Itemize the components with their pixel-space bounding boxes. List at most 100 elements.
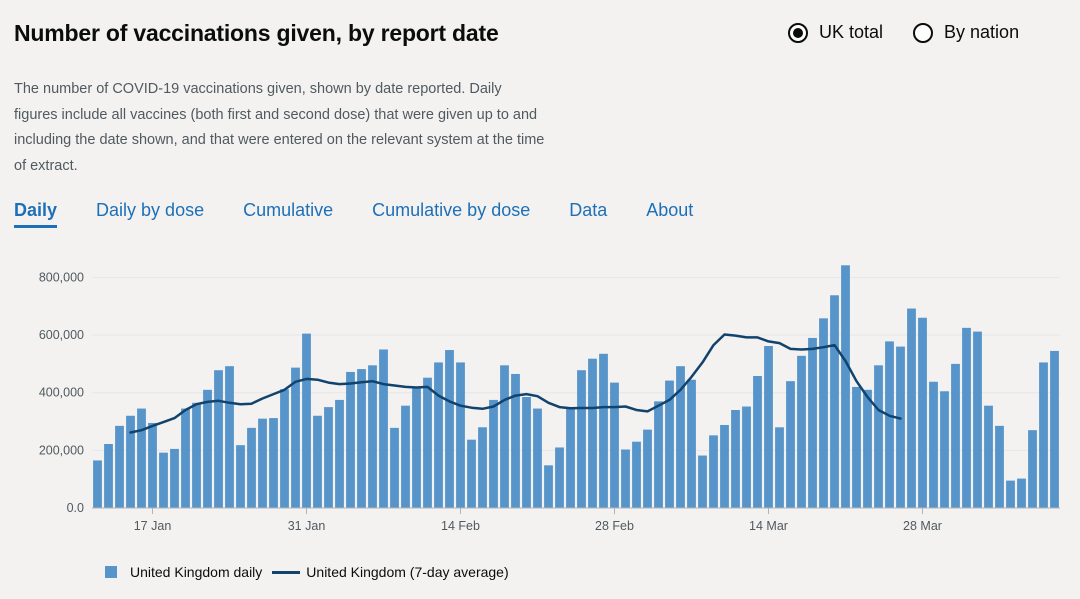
bar[interactable]: [819, 318, 828, 508]
bar[interactable]: [192, 402, 201, 508]
x-tick-label: 28 Feb: [595, 519, 634, 533]
bar[interactable]: [577, 370, 586, 508]
bar[interactable]: [1028, 430, 1037, 508]
bar[interactable]: [786, 381, 795, 508]
bar[interactable]: [874, 365, 883, 508]
bar[interactable]: [775, 427, 784, 508]
bar[interactable]: [368, 365, 377, 508]
bar[interactable]: [1017, 478, 1026, 508]
bar[interactable]: [808, 337, 817, 508]
bar[interactable]: [280, 389, 289, 508]
bar[interactable]: [896, 346, 905, 508]
bar[interactable]: [390, 427, 399, 508]
bar[interactable]: [852, 386, 861, 508]
bar[interactable]: [500, 365, 509, 508]
bar[interactable]: [489, 399, 498, 508]
view-selector: UK total By nation: [788, 22, 1019, 43]
bar[interactable]: [137, 408, 146, 508]
radio-uk-total[interactable]: UK total: [788, 22, 883, 43]
bar[interactable]: [291, 367, 300, 508]
bar[interactable]: [698, 455, 707, 508]
bar[interactable]: [159, 452, 168, 508]
bar[interactable]: [643, 429, 652, 508]
bar[interactable]: [951, 363, 960, 508]
bar[interactable]: [764, 346, 773, 508]
bar[interactable]: [797, 355, 806, 508]
bar[interactable]: [115, 425, 124, 508]
bar[interactable]: [621, 449, 630, 508]
bar[interactable]: [962, 327, 971, 508]
bar[interactable]: [126, 415, 135, 508]
bar[interactable]: [225, 366, 234, 508]
bar[interactable]: [423, 377, 432, 508]
bar[interactable]: [940, 391, 949, 508]
bar[interactable]: [676, 366, 685, 508]
bar[interactable]: [841, 265, 850, 508]
bar[interactable]: [401, 405, 410, 508]
bar[interactable]: [830, 295, 839, 508]
bar[interactable]: [1039, 362, 1048, 508]
bar[interactable]: [753, 375, 762, 508]
bar[interactable]: [1006, 480, 1015, 508]
bar[interactable]: [214, 370, 223, 508]
bar[interactable]: [467, 439, 476, 508]
bar[interactable]: [566, 407, 575, 508]
bar[interactable]: [687, 379, 696, 508]
bar[interactable]: [929, 381, 938, 508]
bar[interactable]: [203, 389, 212, 508]
tab-daily-by-dose[interactable]: Daily by dose: [96, 200, 205, 220]
legend-daily-label: United Kingdom daily: [130, 564, 263, 580]
bar[interactable]: [181, 408, 190, 508]
radio-by-nation[interactable]: By nation: [913, 22, 1019, 43]
tab-cumulative[interactable]: Cumulative: [243, 200, 334, 220]
bar[interactable]: [258, 418, 267, 508]
bar[interactable]: [247, 427, 256, 508]
bar[interactable]: [93, 460, 102, 508]
bar[interactable]: [335, 399, 344, 508]
bar[interactable]: [170, 448, 179, 508]
bar[interactable]: [302, 333, 311, 508]
bar[interactable]: [632, 441, 641, 508]
bar[interactable]: [599, 353, 608, 508]
bar[interactable]: [313, 415, 322, 508]
bar[interactable]: [434, 362, 443, 508]
bar[interactable]: [412, 388, 421, 508]
bar[interactable]: [654, 401, 663, 508]
bar[interactable]: [357, 369, 366, 508]
bar[interactable]: [379, 349, 388, 508]
bar[interactable]: [324, 407, 333, 508]
bar[interactable]: [995, 425, 1004, 508]
bar[interactable]: [885, 341, 894, 508]
bar[interactable]: [511, 373, 520, 508]
bar[interactable]: [863, 389, 872, 508]
bar[interactable]: [709, 435, 718, 508]
bar[interactable]: [610, 382, 619, 508]
bar[interactable]: [731, 410, 740, 508]
bar[interactable]: [588, 358, 597, 508]
bar[interactable]: [478, 427, 487, 508]
tab-data[interactable]: Data: [569, 200, 608, 220]
bar[interactable]: [973, 331, 982, 508]
bar[interactable]: [456, 362, 465, 508]
tab-daily[interactable]: Daily: [14, 200, 58, 228]
bar[interactable]: [742, 406, 751, 508]
bar[interactable]: [907, 308, 916, 508]
bar[interactable]: [544, 465, 553, 508]
bar[interactable]: [1050, 350, 1059, 508]
bar[interactable]: [346, 371, 355, 508]
tab-cumulative-by-dose[interactable]: Cumulative by dose: [372, 200, 531, 220]
bar[interactable]: [533, 408, 542, 508]
bar[interactable]: [522, 397, 531, 508]
legend-item-average: United Kingdom (7-day average): [272, 564, 509, 580]
bar[interactable]: [269, 418, 278, 508]
tab-about[interactable]: About: [646, 200, 694, 220]
bar[interactable]: [720, 424, 729, 508]
bar[interactable]: [665, 380, 674, 508]
bar[interactable]: [555, 447, 564, 508]
bar[interactable]: [148, 422, 157, 508]
bar[interactable]: [104, 444, 113, 508]
bar[interactable]: [918, 317, 927, 508]
bar[interactable]: [445, 350, 454, 508]
bar[interactable]: [236, 445, 245, 508]
bar[interactable]: [984, 405, 993, 508]
